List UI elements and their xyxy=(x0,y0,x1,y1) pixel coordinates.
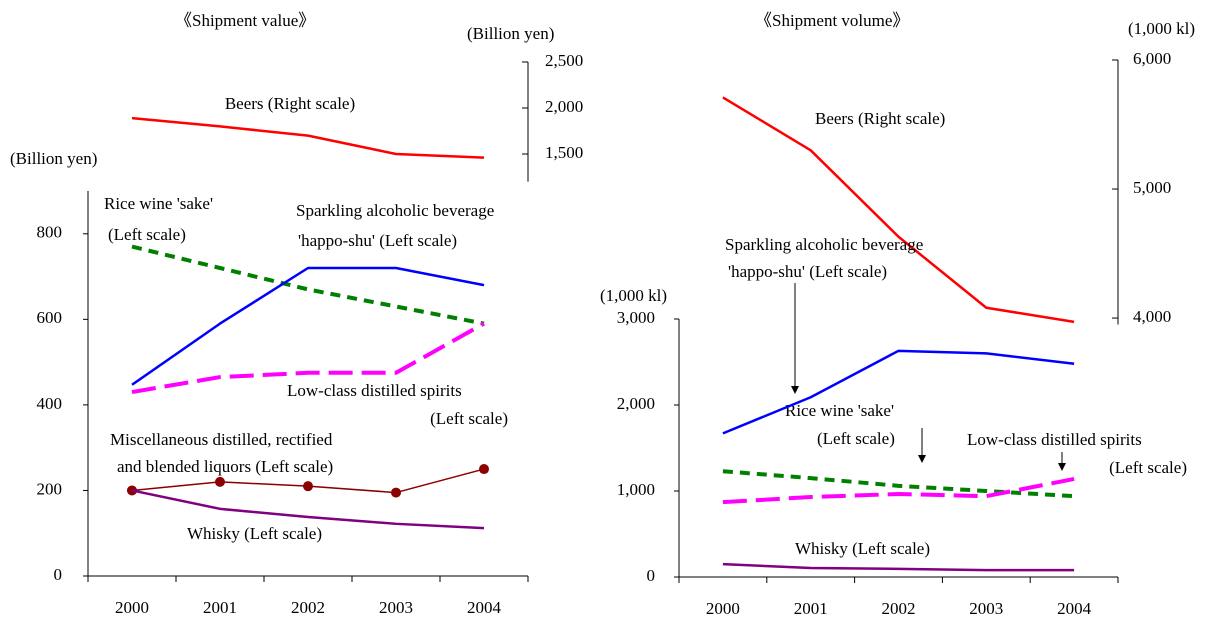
y-tick-label: 200 xyxy=(37,479,63,498)
y-tick-label: 800 xyxy=(37,223,63,242)
series-label: Whisky (Left scale) xyxy=(187,524,322,543)
series-line xyxy=(131,116,485,159)
series-label: (Left scale) xyxy=(817,429,895,448)
series-label: (Left scale) xyxy=(1109,458,1187,477)
x-tick-label: 2002 xyxy=(882,599,916,618)
series-label: 'happo-shu' (Left scale) xyxy=(298,231,457,250)
y2-tick-label: 6,000 xyxy=(1133,49,1171,68)
series-label: Low-class distilled spirits xyxy=(287,381,462,400)
series-label: (Left scale) xyxy=(430,409,508,428)
y-tick-label: 400 xyxy=(37,394,63,413)
series-label: Rice wine 'sake' xyxy=(785,401,894,420)
y2-tick-label: 1,500 xyxy=(545,143,583,162)
y2-tick-label: 5,000 xyxy=(1133,178,1171,197)
x-tick-label: 2003 xyxy=(969,599,1003,618)
series-label: 'happo-shu' (Left scale) xyxy=(728,262,887,281)
y-tick-label: 0 xyxy=(54,565,63,584)
y-tick-label: 1,000 xyxy=(617,480,655,499)
y-tick-label: 2,000 xyxy=(617,394,655,413)
x-tick-label: 2000 xyxy=(115,598,149,617)
x-tick-label: 2002 xyxy=(291,598,325,617)
series-line xyxy=(131,266,485,386)
series-label: (Left scale) xyxy=(108,225,186,244)
x-tick-label: 2001 xyxy=(203,598,237,617)
series-line xyxy=(722,476,1075,505)
series-label: Miscellaneous distilled, rectified xyxy=(110,430,333,449)
x-tick-label: 2004 xyxy=(467,598,502,617)
point xyxy=(303,481,313,492)
y-axis-label: (Billion yen) xyxy=(10,149,97,168)
series-label: and blended liquors (Left scale) xyxy=(117,457,333,476)
point xyxy=(215,476,225,487)
series-label: Beers (Right scale) xyxy=(225,94,355,113)
series-label: Beers (Right scale) xyxy=(815,109,945,128)
x-tick-label: 2001 xyxy=(794,599,828,618)
series-label: Sparkling alcoholic beverage xyxy=(296,201,494,220)
series-label: Whisky (Left scale) xyxy=(795,539,930,558)
y2-tick-label: 4,000 xyxy=(1133,307,1171,326)
point xyxy=(391,487,401,498)
series-line xyxy=(131,321,485,395)
x-tick-label: 2004 xyxy=(1057,599,1092,618)
x-tick-label: 2003 xyxy=(379,598,413,617)
y-tick-label: 3,000 xyxy=(617,308,655,327)
series-line xyxy=(131,489,485,530)
series-line xyxy=(722,469,1075,499)
y-axis-label: (1,000 kl) xyxy=(600,286,667,305)
point xyxy=(479,464,489,475)
series-line xyxy=(722,562,1075,572)
chart-title: 《Shipment value》 xyxy=(175,11,315,30)
y2-tick-label: 2,500 xyxy=(545,51,583,70)
series-label: Rice wine 'sake' xyxy=(104,194,213,213)
y2-axis-label: (1,000 kl) xyxy=(1128,19,1195,38)
y-tick-label: 0 xyxy=(647,566,656,585)
chart-title: 《Shipment volume》 xyxy=(755,11,909,30)
y2-axis-label: (Billion yen) xyxy=(467,24,554,43)
series-line xyxy=(131,244,485,326)
x-tick-label: 2000 xyxy=(706,599,740,618)
series-line xyxy=(722,96,1075,324)
y2-tick-label: 2,000 xyxy=(545,97,583,116)
series-line xyxy=(722,349,1075,435)
series-label: Low-class distilled spirits xyxy=(967,430,1142,449)
series-label: Sparkling alcoholic beverage xyxy=(725,235,923,254)
y-tick-label: 600 xyxy=(37,308,63,327)
